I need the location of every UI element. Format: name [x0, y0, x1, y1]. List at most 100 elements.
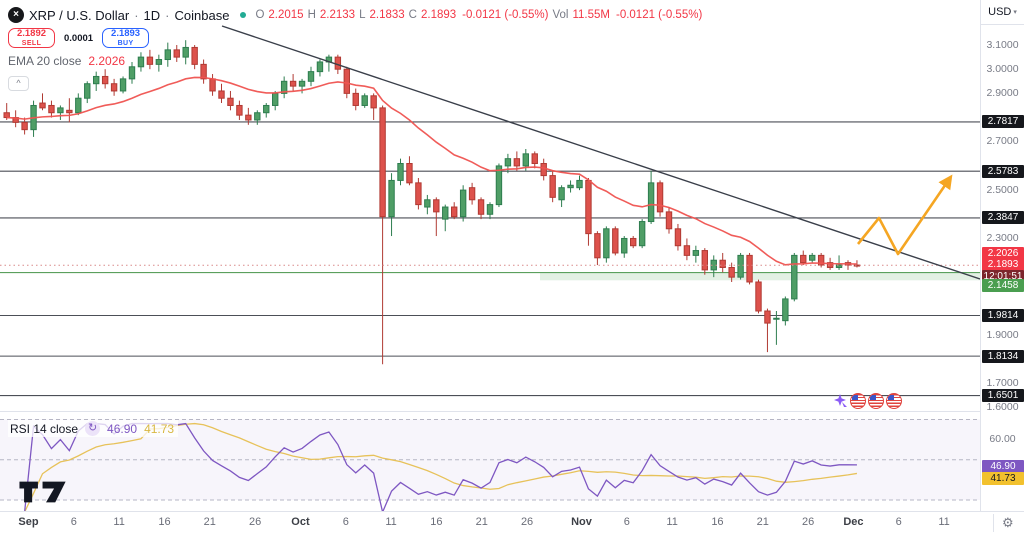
buy-price: 2.1893 [111, 28, 141, 40]
open-label: O [255, 9, 265, 21]
price-tick: 2.5000 [986, 183, 1019, 196]
time-tick-day: 11 [385, 516, 397, 528]
axis-corner-divider [993, 514, 994, 532]
rsi-ma-value: 41.73 [144, 421, 175, 436]
sell-label: SELL [21, 39, 42, 47]
rsi-refresh-icon[interactable]: ↻ [85, 421, 101, 436]
xrp-logo-icon: × [8, 7, 24, 23]
separator-dot: · [134, 7, 139, 23]
rsi-scale-tick: 60.00 [989, 433, 1016, 446]
horizontal-level-lines[interactable] [0, 121, 980, 397]
buy-label: BUY [117, 39, 134, 47]
time-tick-day: 11 [938, 516, 950, 528]
market-status-icon[interactable] [240, 12, 247, 18]
time-tick-day: 26 [249, 516, 262, 528]
level-price-badge: 2.3847 [982, 211, 1024, 225]
time-tick-day: 16 [430, 516, 443, 528]
time-axis[interactable]: ⚙ Sep 6 11 16 21 26 Oct 6 11 16 21 26 Nov 6 11 16 21 26 De… [0, 511, 1024, 533]
time-tick-day: 26 [801, 516, 815, 528]
close-value: 2.1893 [420, 9, 457, 21]
price-axis[interactable]: USD ▾ 3.1000 3.0000 2.9000 2.7000 2.5000 2.30… [980, 0, 1024, 511]
descending-trendline[interactable] [221, 25, 980, 280]
time-tick-day: 6 [895, 516, 902, 528]
time-tick-month: Dec [843, 516, 864, 528]
economic-event-flag-icon[interactable] [868, 393, 884, 409]
buy-button[interactable]: 2.1893 BUY [102, 28, 150, 48]
collapse-legend-button[interactable]: ^ [8, 76, 29, 91]
time-tick-day: 6 [342, 516, 349, 528]
time-tick-month: Nov [571, 516, 592, 528]
level-price-badge: 1.6501 [982, 389, 1024, 403]
support-zone [0, 271, 980, 281]
rsi-value: 46.90 [107, 421, 138, 436]
time-tick-day: 21 [475, 516, 488, 528]
low-label: L [359, 9, 366, 21]
economic-event-flag-icon[interactable] [886, 393, 902, 409]
event-marker-sparkle-icon[interactable] [833, 393, 848, 409]
time-tick-day: 6 [623, 516, 630, 528]
forecast-arrow[interactable] [856, 174, 953, 256]
sell-button[interactable]: 2.1892 SELL [8, 28, 55, 48]
spread-value: 0.0001 [64, 32, 94, 44]
symbol-row[interactable]: × XRP / U.S. Dollar · 1D · Coinbase O 2.2… [8, 6, 702, 24]
gear-icon[interactable]: ⚙ [1002, 515, 1014, 530]
price-axis-currency[interactable]: USD ▾ [981, 0, 1024, 25]
support-price-badge: 2.1458 [982, 279, 1024, 293]
price-tick: 3.0000 [986, 62, 1019, 75]
level-price-badge: 1.9814 [982, 308, 1024, 322]
tradingview-logo[interactable] [15, 477, 77, 507]
rsi-indicator-label: RSI 14 close [10, 421, 79, 436]
price-tick: 3.1000 [986, 38, 1019, 51]
separator-dot: · [165, 7, 170, 23]
event-markers-row [833, 393, 902, 409]
ema-legend-row[interactable]: EMA 20 close 2.2026 [8, 54, 702, 68]
volume-value: 11.55M [572, 9, 610, 21]
level-price-badge: 1.8134 [982, 349, 1024, 363]
open-value: 2.2015 [268, 9, 304, 21]
price-tick: 2.9000 [986, 86, 1019, 99]
time-tick-day: 26 [520, 516, 534, 528]
price-tick: 1.6000 [986, 401, 1019, 414]
ema20-line[interactable] [6, 76, 857, 266]
price-tick: 2.7000 [986, 135, 1019, 148]
level-price-badge: 2.5783 [982, 164, 1024, 178]
ema-price-badge: 2.2026 [982, 246, 1024, 260]
time-tick-day: 21 [756, 516, 769, 528]
price-tick: 1.9000 [986, 328, 1019, 341]
close-label: C [408, 9, 417, 21]
change-value-2: -0.0121 (-0.55%) [615, 9, 703, 21]
ema-indicator-value: 2.2026 [88, 54, 126, 68]
symbol-title[interactable]: XRP / U.S. Dollar [29, 7, 130, 23]
time-tick-day: 11 [666, 516, 678, 528]
change-value: -0.0121 (-0.55%) [462, 9, 549, 21]
volume-label: Vol [552, 9, 569, 21]
trade-buttons-row: 2.1892 SELL 0.0001 2.1893 BUY [8, 28, 702, 48]
sell-price: 2.1892 [16, 28, 47, 40]
exchange-label[interactable]: Coinbase [174, 7, 230, 23]
last-price-badge: 2.1893 [982, 257, 1024, 271]
currency-label: USD [988, 6, 1012, 18]
time-tick-day: 16 [158, 516, 171, 528]
price-tick: 2.3000 [986, 231, 1019, 244]
time-tick-month: Sep [18, 516, 39, 528]
price-tick: 1.7000 [986, 377, 1019, 390]
interval-label[interactable]: 1D [143, 7, 161, 23]
low-value: 2.1833 [369, 9, 405, 21]
high-value: 2.2133 [319, 9, 356, 21]
rsi-value-badge: 46.90 [982, 459, 1024, 473]
chevron-down-icon: ▾ [1013, 9, 1017, 16]
time-tick-month: Oct [291, 516, 310, 528]
economic-event-flag-icon[interactable] [850, 393, 866, 409]
high-label: H [307, 9, 316, 21]
time-tick-day: 11 [113, 516, 125, 528]
ohlc-readout: O 2.2015 H 2.2133 L 2.1833 C 2.1893 -0.0121 … [255, 9, 702, 21]
rsi-ma-value-badge: 41.73 [982, 472, 1024, 486]
level-price-badge: 2.7817 [982, 115, 1024, 129]
ema-indicator-label: EMA 20 close [8, 54, 82, 68]
time-tick-day: 16 [711, 516, 724, 528]
time-tick-day: 6 [70, 516, 77, 528]
chart-legend: × XRP / U.S. Dollar · 1D · Coinbase O 2.2… [8, 6, 702, 91]
rsi-legend-row[interactable]: RSI 14 close ↻ 46.90 41.73 [8, 420, 179, 437]
time-tick-day: 21 [203, 516, 216, 528]
